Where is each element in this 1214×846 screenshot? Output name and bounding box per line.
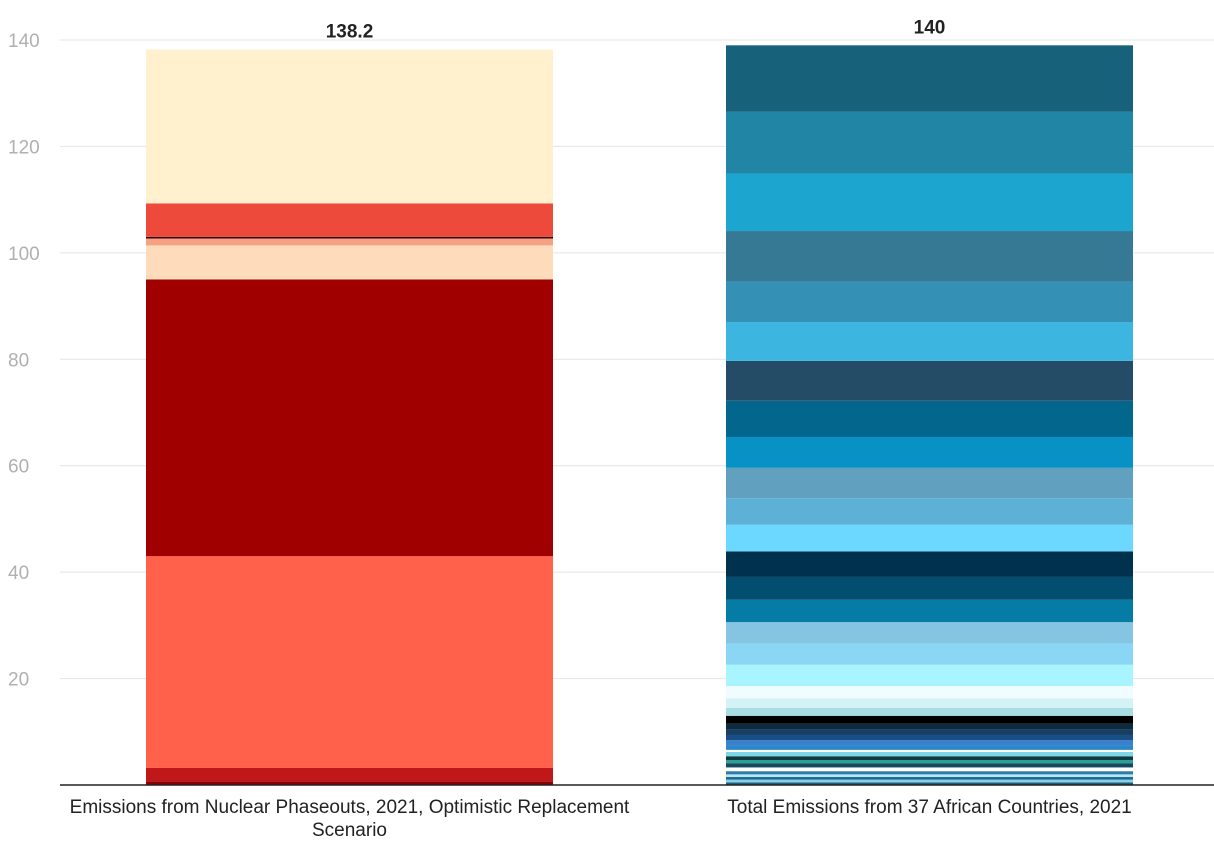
bar-segment: [726, 45, 1133, 112]
bar-segment: [726, 723, 1133, 730]
bar-segment: [726, 576, 1133, 600]
bar-totals: 138.2 140: [326, 17, 946, 42]
bar-segment: [146, 767, 553, 782]
bar-segment: [726, 322, 1133, 361]
y-axis-ticks: 20 40 60 80 100 120 140: [8, 31, 40, 691]
y-tick-label: 100: [8, 244, 40, 265]
bar-segment: [726, 400, 1133, 437]
y-tick-label: 20: [8, 670, 29, 691]
x-category-label: Emissions from Nuclear Phaseouts, 2021, …: [69, 797, 630, 841]
bar-segment: [726, 281, 1133, 323]
bar-segment: [726, 173, 1133, 232]
bar-segment: [726, 231, 1133, 282]
bar-segment: [726, 698, 1133, 708]
bar-total-label: 140: [914, 17, 946, 38]
bar-segment: [726, 436, 1133, 468]
bar-segment: [726, 622, 1133, 644]
bar-segment: [726, 752, 1133, 757]
y-tick-label: 140: [8, 31, 40, 52]
y-tick-label: 80: [8, 350, 29, 371]
bar-2: [726, 45, 1133, 785]
bar-segment: [726, 745, 1133, 750]
bar-segment: [726, 771, 1133, 775]
bar-segment: [146, 245, 553, 280]
bar-segment: [146, 781, 553, 785]
bar-segment: [726, 740, 1133, 746]
bar-1: [146, 49, 553, 785]
bar-segment: [726, 643, 1133, 665]
bar-segment: [726, 756, 1133, 760]
bar-segment: [146, 236, 553, 239]
bar-segment: [726, 360, 1133, 401]
bar-segment: [726, 111, 1133, 174]
bar-segment: [726, 779, 1133, 783]
y-tick-label: 40: [8, 563, 29, 584]
x-category-label: Total Emissions from 37 African Countrie…: [727, 797, 1132, 818]
bar-segment: [726, 707, 1133, 716]
bar-segment: [726, 599, 1133, 623]
y-tick-label: 120: [8, 137, 40, 158]
bar-segment: [726, 767, 1133, 772]
bar-segment: [146, 49, 553, 204]
bar-segment: [726, 715, 1133, 724]
bar-segment: [726, 524, 1133, 552]
y-tick-label: 60: [8, 457, 29, 478]
bar-segment: [726, 759, 1133, 764]
bar-segment: [726, 467, 1133, 499]
bar-segment: [726, 777, 1133, 780]
bar-segment: [726, 749, 1133, 753]
bar-segment: [726, 774, 1133, 778]
bar-segment: [146, 238, 553, 246]
bar-segment: [726, 686, 1133, 699]
bar-total-label: 138.2: [326, 22, 374, 43]
bar-segment: [146, 203, 553, 237]
bar-segment: [726, 551, 1133, 577]
bar-segment: [146, 279, 553, 557]
bar-segment: [726, 763, 1133, 768]
bar-segment: [726, 664, 1133, 687]
bar-segment: [726, 498, 1133, 525]
bar-segment: [726, 734, 1133, 741]
bar-segment: [146, 556, 553, 768]
bars: [146, 45, 1133, 785]
bar-segment: [726, 729, 1133, 735]
bar-segment: [726, 782, 1133, 785]
